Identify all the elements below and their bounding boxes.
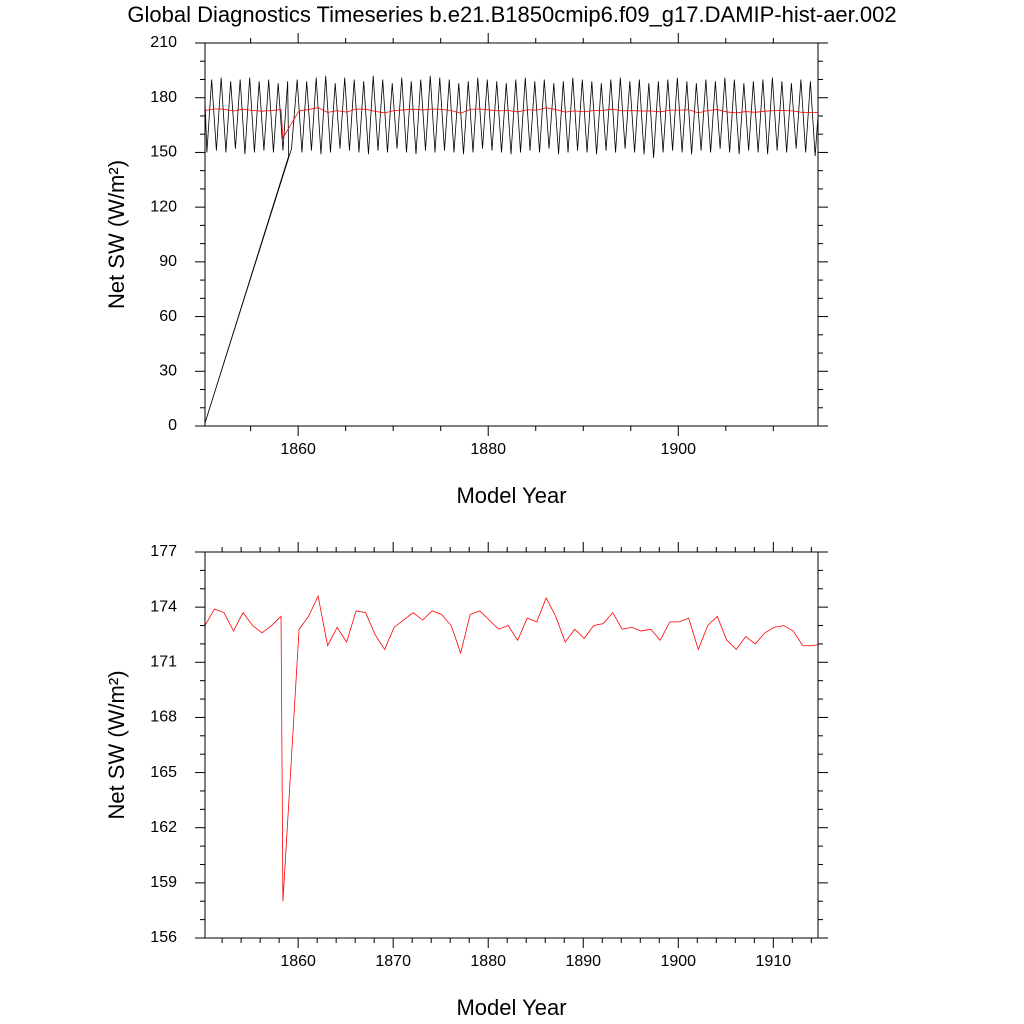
data-line bbox=[205, 594, 818, 902]
plot-frame bbox=[204, 42, 819, 427]
x-tick-label: 1890 bbox=[565, 953, 601, 970]
data-line bbox=[205, 107, 818, 140]
x-tick-label: 1900 bbox=[660, 441, 696, 458]
x-axis-label: Model Year bbox=[456, 995, 566, 1020]
y-tick-label: 60 bbox=[159, 308, 177, 325]
x-tick-label: 1870 bbox=[375, 953, 411, 970]
plot-frame bbox=[204, 551, 819, 939]
y-tick-label: 165 bbox=[150, 764, 177, 781]
x-tick-label: 1900 bbox=[660, 953, 696, 970]
y-tick-label: 156 bbox=[150, 929, 177, 946]
y-tick-label: 162 bbox=[150, 819, 177, 836]
x-axis-label: Model Year bbox=[456, 483, 566, 508]
y-tick-label: 180 bbox=[150, 89, 177, 106]
y-tick-label: 159 bbox=[150, 874, 177, 891]
y-axis-label: Net SW (W/m²) bbox=[104, 160, 129, 309]
x-tick-label: 1860 bbox=[280, 953, 316, 970]
x-tick-label: 1880 bbox=[470, 441, 506, 458]
y-axis-label: Net SW (W/m²) bbox=[104, 670, 129, 819]
chart-title: Global Diagnostics Timeseries b.e21.B185… bbox=[127, 2, 896, 27]
panel: 1860 1880 1900 0 30 60 90 120 150 180 210 Model Yea… bbox=[104, 33, 828, 508]
x-tick-label: 1910 bbox=[756, 953, 792, 970]
y-tick-label: 177 bbox=[150, 543, 177, 560]
y-tick-label: 120 bbox=[150, 198, 177, 215]
panel: 1860 1870 1880 1890 1900 1910 156 159 162 165 168 1… bbox=[104, 542, 828, 1020]
y-tick-label: 0 bbox=[168, 417, 177, 434]
y-tick-label: 210 bbox=[150, 34, 177, 51]
data-line bbox=[205, 75, 818, 425]
y-tick-label: 174 bbox=[150, 598, 177, 615]
y-tick-label: 30 bbox=[159, 363, 177, 380]
y-tick-label: 168 bbox=[150, 709, 177, 726]
x-tick-label: 1880 bbox=[470, 953, 506, 970]
y-tick-label: 171 bbox=[150, 654, 177, 671]
y-tick-label: 90 bbox=[159, 253, 177, 270]
x-tick-label: 1860 bbox=[280, 441, 316, 458]
y-tick-label: 150 bbox=[150, 144, 177, 161]
